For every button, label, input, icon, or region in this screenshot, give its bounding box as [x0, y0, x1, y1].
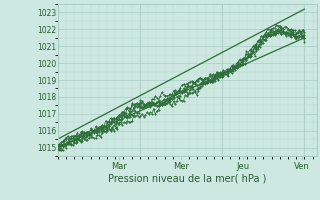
X-axis label: Pression niveau de la mer( hPa ): Pression niveau de la mer( hPa ): [108, 173, 266, 183]
